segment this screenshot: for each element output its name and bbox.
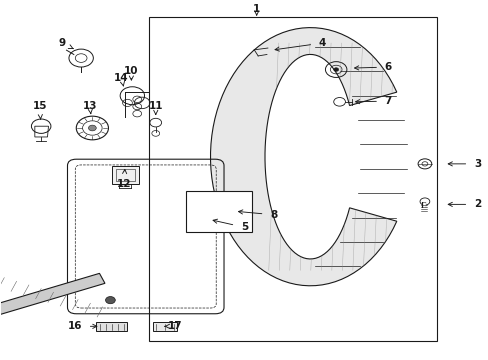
FancyBboxPatch shape — [185, 191, 251, 232]
Text: 17: 17 — [164, 321, 182, 331]
Text: 12: 12 — [117, 170, 131, 189]
Text: 7: 7 — [355, 96, 391, 106]
Text: 5: 5 — [213, 219, 247, 232]
Text: 4: 4 — [275, 38, 325, 51]
Text: 16: 16 — [67, 321, 97, 331]
Text: 10: 10 — [124, 66, 138, 80]
Text: 2: 2 — [447, 199, 480, 210]
Circle shape — [105, 297, 115, 304]
Text: 3: 3 — [447, 159, 480, 169]
Text: 13: 13 — [82, 101, 97, 114]
Bar — [149, 17, 436, 341]
Text: 8: 8 — [238, 210, 277, 220]
Text: 11: 11 — [148, 102, 163, 114]
FancyBboxPatch shape — [153, 322, 176, 331]
Text: 9: 9 — [58, 38, 73, 49]
FancyBboxPatch shape — [112, 166, 139, 184]
Circle shape — [333, 68, 338, 71]
Polygon shape — [0, 273, 105, 318]
Text: 1: 1 — [253, 4, 260, 15]
FancyBboxPatch shape — [96, 322, 127, 331]
Circle shape — [88, 125, 96, 131]
Text: 14: 14 — [114, 73, 129, 86]
Polygon shape — [210, 28, 396, 286]
Text: 6: 6 — [354, 62, 391, 72]
Text: 15: 15 — [32, 101, 47, 119]
